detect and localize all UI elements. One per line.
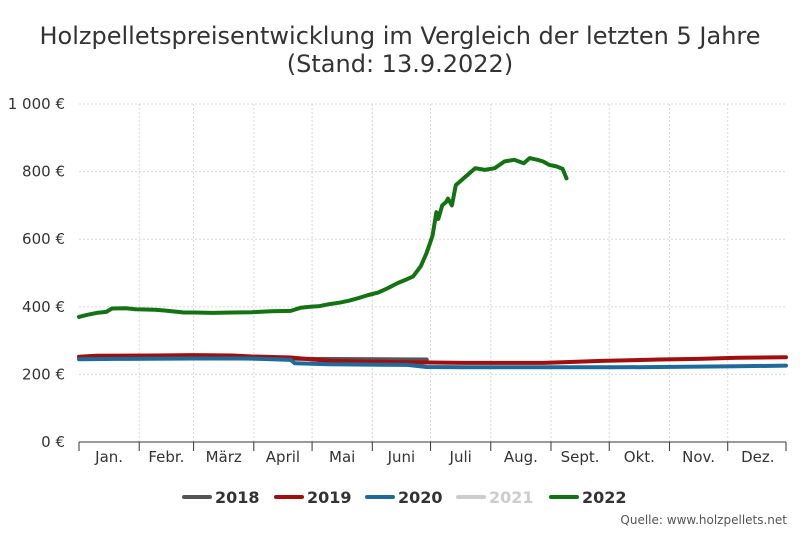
series-line-2019 <box>77 353 788 365</box>
y-tick-label: 200 € <box>22 365 65 383</box>
y-tick-label: 0 € <box>41 433 65 451</box>
x-tick-label: Sept. <box>561 448 600 466</box>
chart-title-line2: (Stand: 13.9.2022) <box>286 50 514 78</box>
series-line-2022 <box>77 156 569 319</box>
y-tick-label: 800 € <box>22 163 65 181</box>
legend-item-2019[interactable]: 2019 <box>274 488 352 507</box>
series-lines <box>77 156 788 370</box>
legend-label: 2020 <box>398 488 443 507</box>
source-note: Quelle: www.holzpellets.net <box>620 513 787 527</box>
x-tick-label: Dez. <box>741 448 774 466</box>
x-tick-label: Febr. <box>148 448 184 466</box>
chart-title-line1: Holzpelletspreisentwicklung im Vergleich… <box>39 22 761 50</box>
x-tick-label: Nov. <box>682 448 715 466</box>
legend-item-2020[interactable]: 2020 <box>365 488 443 507</box>
x-tick-label: Okt. <box>624 448 655 466</box>
legend-item-2018[interactable]: 2018 <box>182 488 260 507</box>
legend-label: 2019 <box>307 488 352 507</box>
legend-label: 2021 <box>489 488 534 507</box>
legend-item-2022[interactable]: 2022 <box>549 488 627 507</box>
grid <box>79 103 786 442</box>
x-tick-label: Jan. <box>94 448 123 466</box>
legend-label: 2018 <box>215 488 260 507</box>
chart-title: Holzpelletspreisentwicklung im Vergleich… <box>0 22 800 78</box>
x-tick-label: Juni <box>387 448 416 466</box>
series-line-2020 <box>77 356 788 370</box>
y-tick-label: 1 000 € <box>8 95 65 113</box>
legend-item-2021[interactable]: 2021 <box>456 488 534 507</box>
x-tick-label: Juli <box>449 448 472 466</box>
y-tick-label: 600 € <box>22 230 65 248</box>
axes: 0 € 200 € 400 € 600 € 800 € 1 000 € Jan. Febr. M… <box>8 95 787 466</box>
legend[interactable]: 2018 2019 2020 2021 2022 <box>182 488 627 507</box>
x-tick-label: Aug. <box>504 448 538 466</box>
x-tick-label: März <box>206 448 242 466</box>
x-tick-label: Mai <box>329 448 355 466</box>
y-tick-label: 400 € <box>22 298 65 316</box>
legend-label: 2022 <box>582 488 627 507</box>
x-tick-label: April <box>266 448 300 466</box>
